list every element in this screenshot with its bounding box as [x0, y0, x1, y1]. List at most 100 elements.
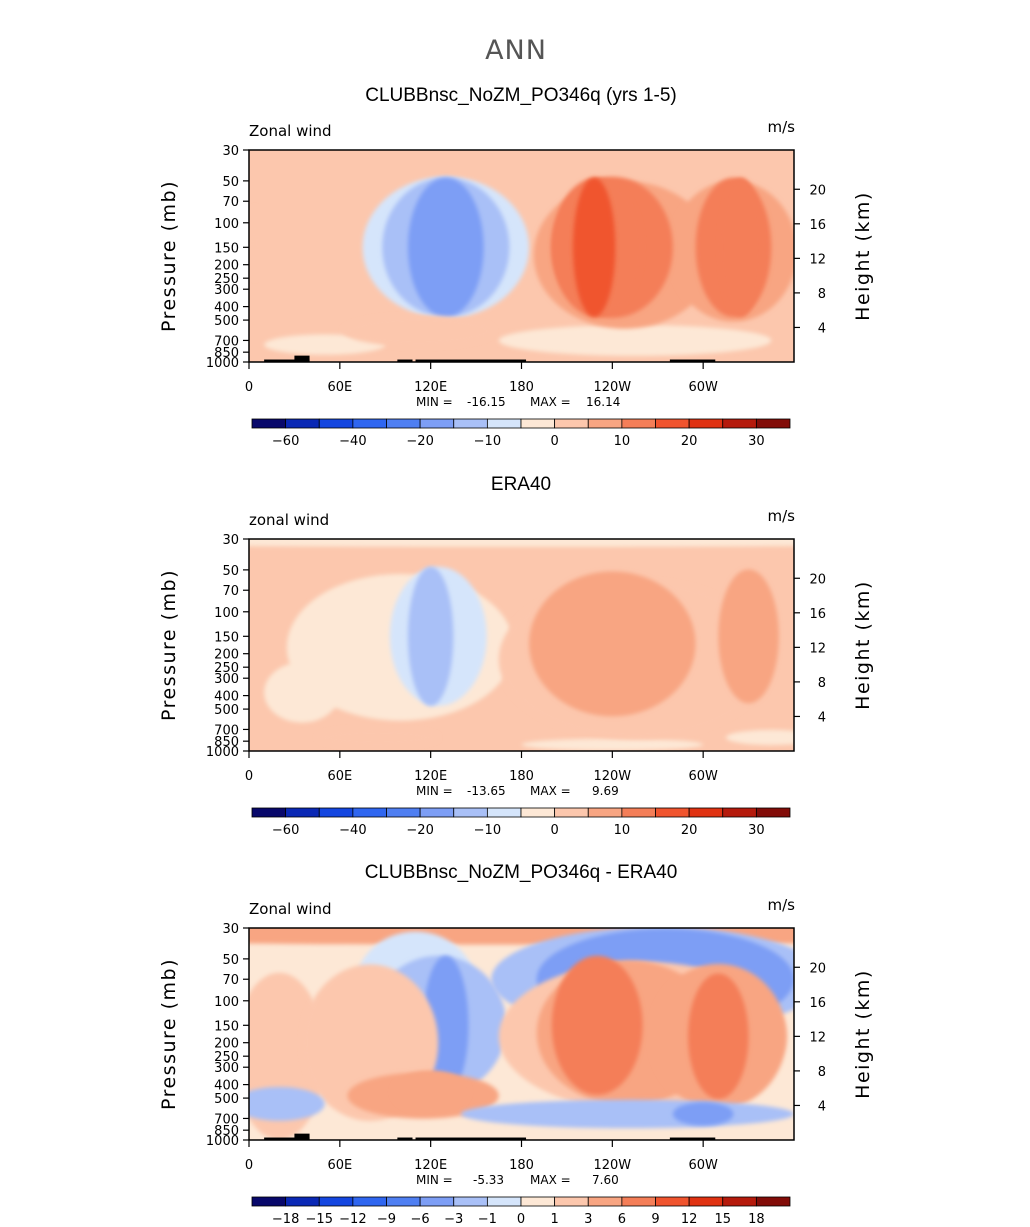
y-tick-label: 150: [214, 630, 239, 645]
colorbar-label: −9: [377, 1212, 396, 1227]
y-tick-label: 250: [214, 661, 239, 676]
y-tick-label: 500: [214, 703, 239, 718]
y2-axis-title: Height (km): [852, 969, 874, 1099]
colorbar: −18 −15 −12 −9 −6 −3 −1 0 1 3 6 9 12 15 18: [251, 1196, 791, 1227]
y-tick-label: 70: [222, 584, 239, 599]
y-tick-label: 850: [214, 735, 239, 750]
colorbar-box: [486, 807, 522, 818]
x-tick-label: 0: [245, 1158, 253, 1173]
contour-fills: [249, 928, 794, 1140]
min-value: -5.33: [473, 1173, 504, 1187]
colorbar-box: [587, 1196, 623, 1207]
colorbar-box: [386, 807, 421, 818]
y2-axis-title: Height (km): [852, 580, 874, 710]
colorbar-label: −20: [406, 434, 433, 449]
colorbar-box: [554, 807, 589, 818]
x-tick-label: 120W: [593, 380, 631, 395]
land-mask-1: [294, 355, 310, 362]
colorbar-box: [453, 807, 488, 818]
land-mask-0: [264, 359, 310, 362]
y2-tick-label: 12: [809, 1030, 826, 1045]
land-mask-0: [264, 1137, 310, 1140]
figure-title: ANN: [485, 35, 547, 66]
panel-title: ERA40: [491, 474, 551, 495]
colorbar-label: −12: [339, 1212, 366, 1227]
colorbar-label: −3: [444, 1212, 463, 1227]
contour-fill-14: [551, 955, 643, 1095]
max-value: 7.60: [592, 1173, 619, 1187]
y-tick-label: 400: [214, 301, 239, 316]
colorbar-box: [621, 1196, 656, 1207]
y-tick-label: 150: [214, 241, 239, 256]
contour-fill-1: [249, 928, 794, 945]
y-tick-label: 100: [214, 217, 239, 232]
colorbar-box: [621, 418, 656, 429]
colorbar-box: [655, 807, 690, 818]
x-tick-label: 60E: [327, 769, 352, 784]
colorbar-box: [520, 418, 556, 429]
colorbar-label: −15: [306, 1212, 333, 1227]
colorbar-label: 0: [550, 823, 558, 838]
colorbar-label: 10: [614, 434, 631, 449]
y-tick-label: 400: [214, 690, 239, 705]
y2-tick-label: 4: [818, 1099, 826, 1114]
colorbar-box: [554, 418, 589, 429]
colorbar-label: −60: [272, 434, 299, 449]
contour-fill-5: [407, 177, 484, 317]
colorbar-box: [486, 418, 522, 429]
x-tick-label: 60W: [688, 380, 718, 395]
min-value: -16.15: [467, 395, 506, 409]
colorbar-box: [755, 807, 791, 818]
variable-label: zonal wind: [249, 511, 329, 529]
colorbar-label: 12: [681, 1212, 698, 1227]
y2-tick-label: 16: [809, 218, 826, 233]
land-mask-1: [294, 1133, 310, 1140]
y-tick-label: 200: [214, 1037, 239, 1052]
x-tick-label: 60W: [688, 1158, 718, 1173]
x-tick-label: 60W: [688, 769, 718, 784]
y-tick-label: 70: [222, 973, 239, 988]
colorbar-label: 0: [550, 434, 558, 449]
contour-fills: [249, 150, 794, 362]
colorbar-box: [285, 1196, 320, 1207]
colorbar-box: [655, 418, 690, 429]
y-tick-label: 250: [214, 1050, 239, 1065]
contour-fill-5: [407, 566, 454, 706]
y2-tick-label: 4: [818, 321, 826, 336]
y-tick-label: 150: [214, 1019, 239, 1034]
colorbar-box: [688, 1196, 724, 1207]
colorbar-box: [352, 1196, 387, 1207]
y-tick-label: 850: [214, 1124, 239, 1139]
x-tick-label: 60E: [327, 1158, 352, 1173]
contour-fill-15: [688, 973, 749, 1100]
colorbar-box: [419, 1196, 455, 1207]
contour-fill-2: [252, 206, 259, 280]
y2-tick-label: 8: [818, 287, 826, 302]
colorbar-box: [419, 418, 455, 429]
colorbar-box: [688, 418, 724, 429]
land-mask-4: [669, 1137, 716, 1140]
colorbar-box: [755, 1196, 791, 1207]
y2-tick-label: 8: [818, 1065, 826, 1080]
x-tick-label: 0: [245, 380, 253, 395]
colorbar-label: 3: [584, 1212, 592, 1227]
variable-label: Zonal wind: [249, 122, 332, 140]
x-tick-label: 120E: [414, 769, 447, 784]
colorbar-box: [486, 1196, 522, 1207]
y-tick-label: 200: [214, 648, 239, 663]
y-tick-label: 50: [222, 953, 239, 968]
x-tick-label: 180: [509, 1158, 534, 1173]
contour-fill-6: [317, 727, 439, 748]
colorbar-label: −60: [272, 823, 299, 838]
colorbar-box: [285, 418, 320, 429]
contour-fill-10: [392, 1070, 469, 1113]
contour-fill-3: [264, 662, 340, 723]
colorbar-box: [520, 807, 556, 818]
variable-label: Zonal wind: [249, 900, 332, 918]
contour-fill-18: [249, 1086, 325, 1121]
y-tick-label: 30: [222, 144, 239, 159]
colorbar-box: [318, 807, 354, 818]
y-tick-label: 1000: [206, 745, 239, 760]
colorbar-box: [453, 1196, 488, 1207]
colorbar-label: −20: [406, 823, 433, 838]
